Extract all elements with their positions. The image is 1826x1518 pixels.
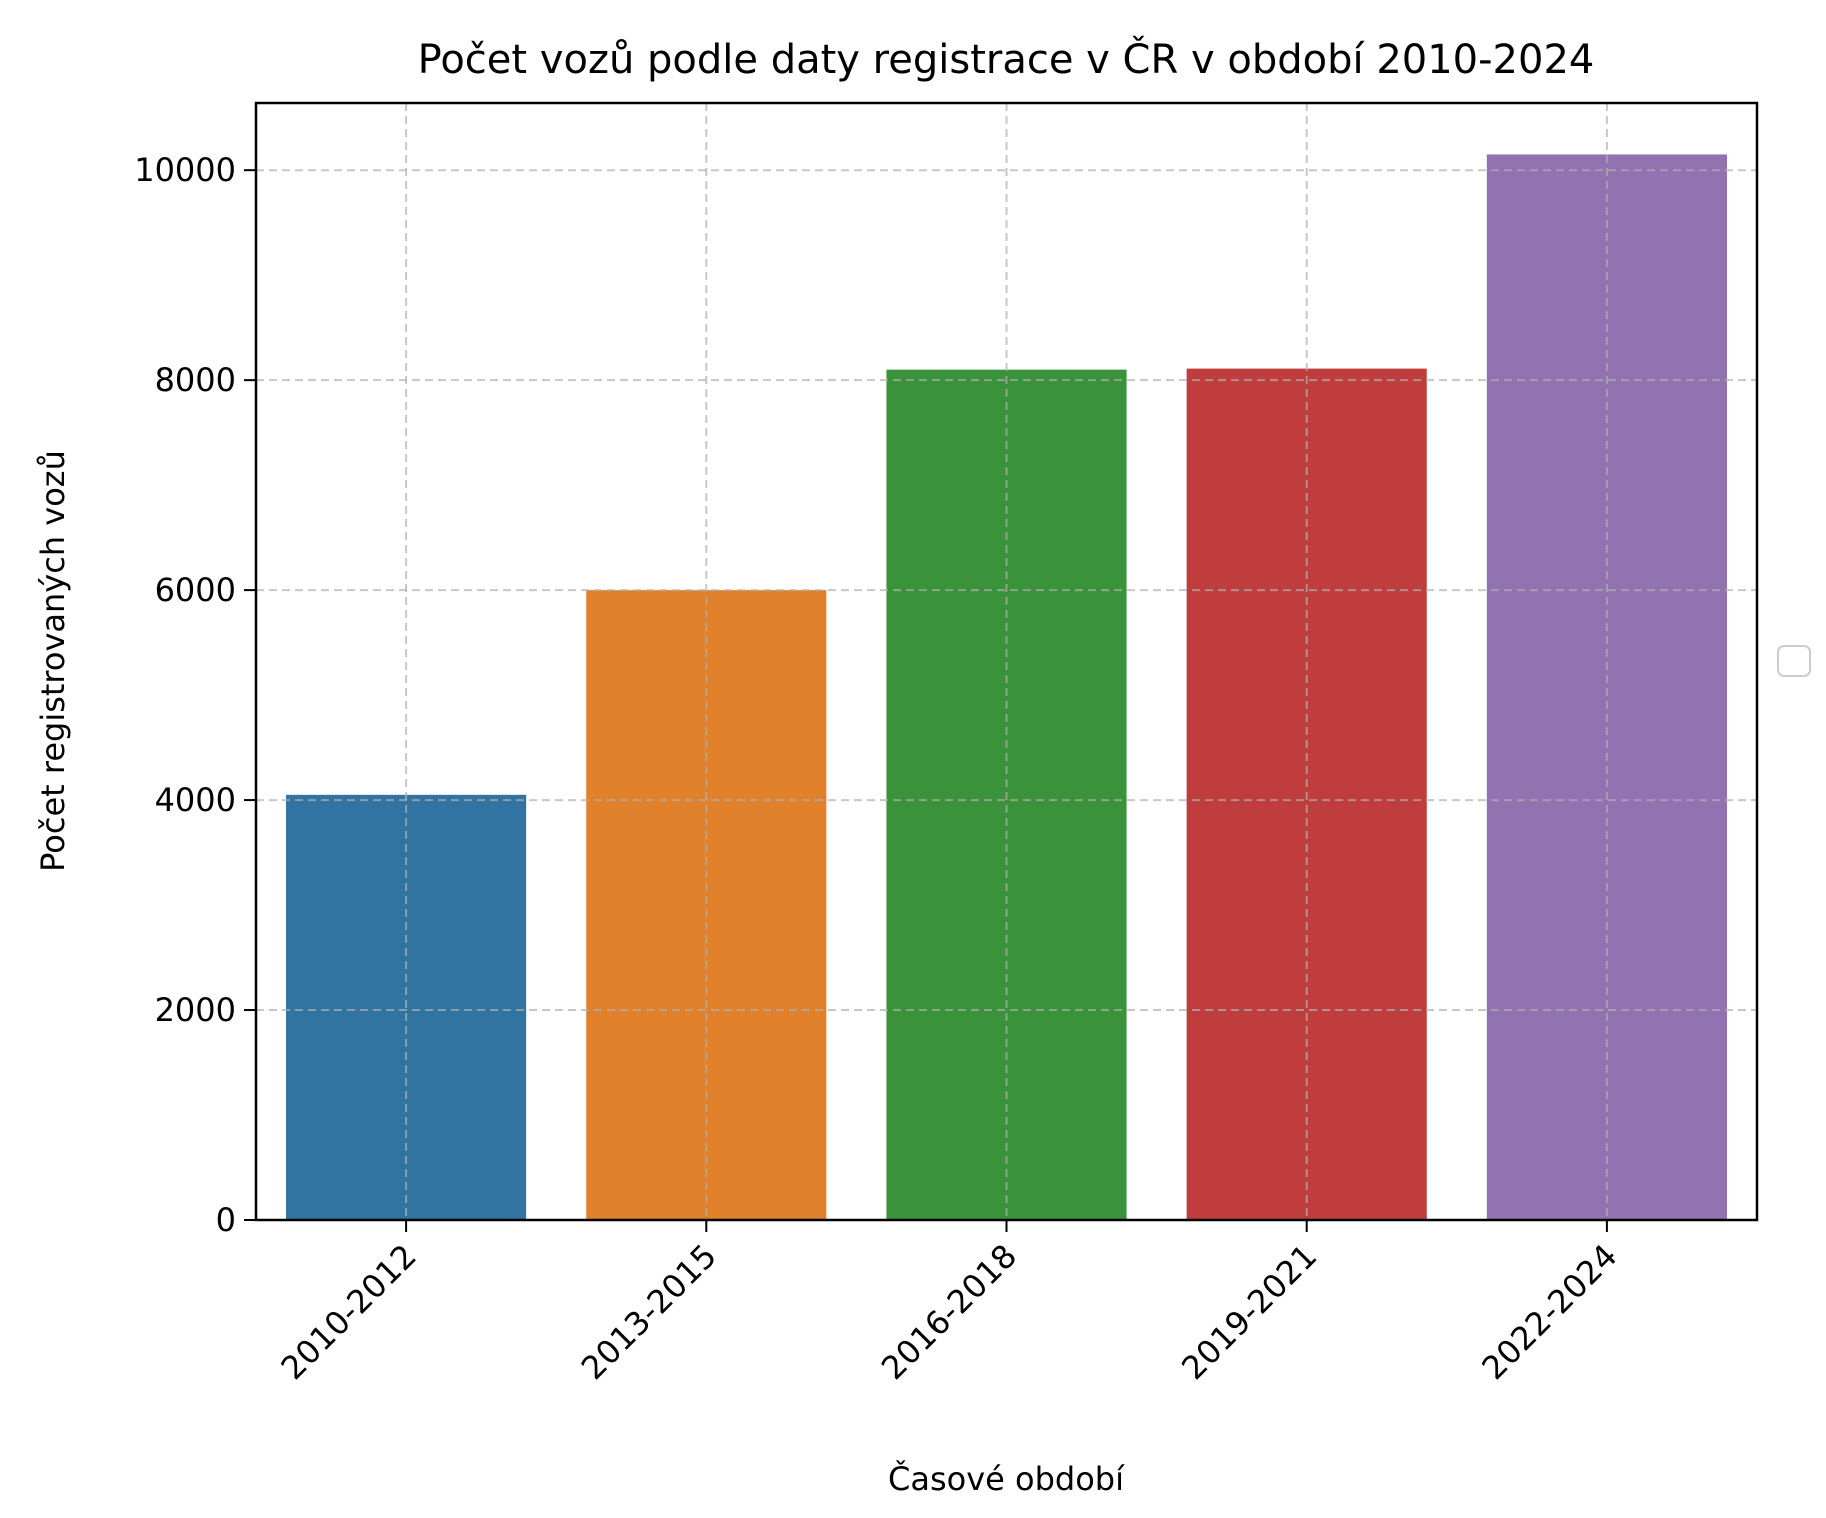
x-tick-label: 2022-2024 [1474, 1237, 1624, 1387]
legend-box [1777, 645, 1811, 677]
y-tick-label: 4000 [155, 781, 236, 819]
y-tick-label: 0 [216, 1201, 236, 1239]
y-tick-label: 8000 [155, 361, 236, 399]
y-tick-label: 10000 [134, 151, 236, 189]
bar-2013-2015 [586, 590, 827, 1220]
x-axis-label: Časové období [888, 1459, 1125, 1498]
y-tick-label: 6000 [155, 571, 236, 609]
x-tick-label: 2013-2015 [574, 1237, 724, 1387]
x-tick-label: 2016-2018 [874, 1237, 1024, 1387]
x-tick-label: 2010-2012 [274, 1237, 424, 1387]
chart-title: Počet vozů podle daty registrace v ČR v … [418, 35, 1595, 83]
y-axis-label: Počet registrovaných vozů [34, 450, 72, 872]
y-tick-label: 2000 [155, 991, 236, 1029]
x-tick-label: 2019-2021 [1174, 1237, 1324, 1387]
